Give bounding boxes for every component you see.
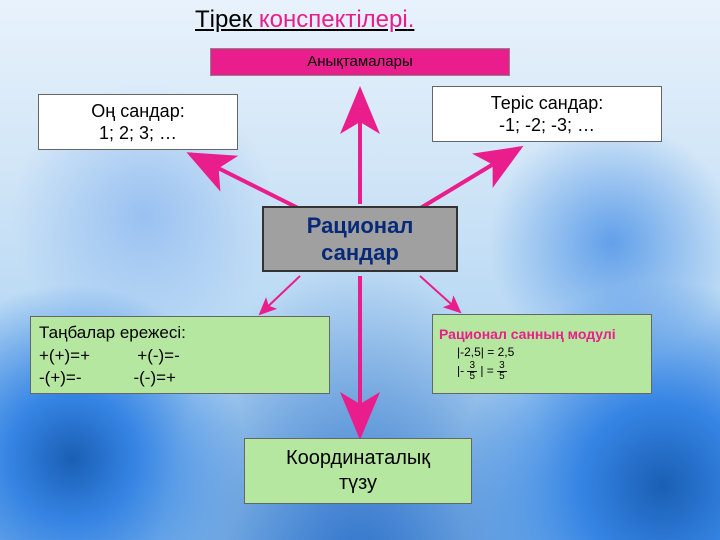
negative-line2: -1; -2; -3; … bbox=[499, 114, 595, 137]
coord-line1: Координаталық bbox=[286, 446, 430, 471]
coord-line2: түзу bbox=[339, 471, 377, 496]
coordinate-line-box: Координаталық түзу bbox=[244, 438, 472, 504]
definitions-header: Анықтамалары bbox=[210, 48, 510, 76]
negative-line1: Теріс сандар: bbox=[491, 92, 603, 115]
sign-rules-box: Таңбалар ережесі: +(+)=+ +(-)=- -(+)=- -… bbox=[30, 316, 330, 394]
modulus-equations: |-2,5| = 2,5 |- 35 | = 35 bbox=[439, 345, 514, 382]
positive-line1: Оң сандар: bbox=[91, 100, 184, 123]
modulus-box: Рационал санның модулі |-2,5| = 2,5 |- 3… bbox=[432, 314, 652, 394]
center-line2: сандар bbox=[321, 239, 399, 267]
modulus-eq1: |-2,5| = 2,5 bbox=[457, 345, 514, 361]
title-part1: Тірек bbox=[195, 6, 259, 33]
modulus-heading: Рационал санның модулі bbox=[439, 326, 616, 344]
definitions-header-text: Анықтамалары bbox=[307, 53, 413, 72]
title-part2: конспектілері bbox=[259, 6, 408, 33]
modulus-eq2: |- 35 | = 35 bbox=[457, 361, 514, 382]
title-part3: . bbox=[408, 6, 415, 33]
positive-numbers-box: Оң сандар: 1; 2; 3; … bbox=[38, 94, 238, 150]
rational-numbers-center: Рационал сандар bbox=[262, 206, 458, 272]
sign-rules-body: +(+)=+ +(-)=- -(+)=- -(-)=+ bbox=[39, 345, 180, 388]
negative-numbers-box: Теріс сандар: -1; -2; -3; … bbox=[432, 86, 662, 142]
positive-line2: 1; 2; 3; … bbox=[99, 122, 177, 145]
sign-rules-heading: Таңбалар ережесі: bbox=[39, 322, 186, 343]
page-title: Тірек конспектілері. bbox=[195, 6, 414, 34]
center-line1: Рационал bbox=[307, 212, 414, 240]
